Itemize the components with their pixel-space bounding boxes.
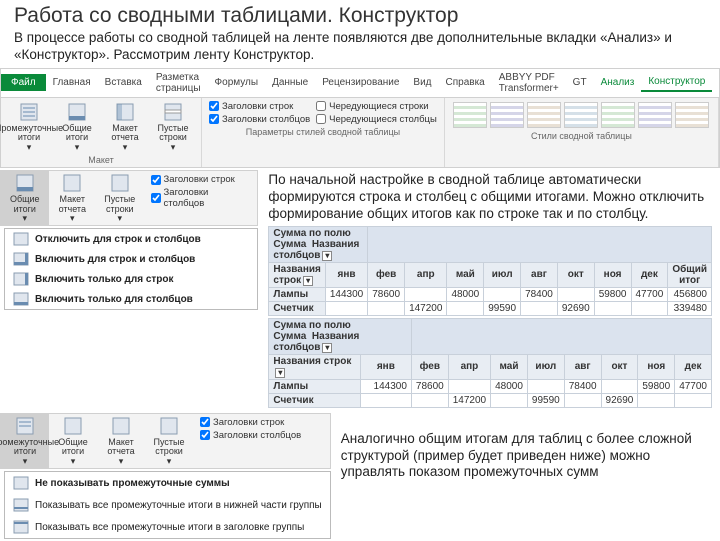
styles-gallery[interactable] xyxy=(451,100,711,130)
table-row: Счетчик1472009959092690 xyxy=(269,393,712,407)
grand-totals-button-mini2[interactable]: Общие итоги▾ xyxy=(49,414,97,468)
mini-ribbon-grand: Общие итоги▾ Макет отчета▾ Пустые строки… xyxy=(0,170,258,226)
style-thumb[interactable] xyxy=(453,102,487,128)
style-thumb[interactable] xyxy=(564,102,598,128)
pivot-table-with-grand: Сумма по полю Сумма Названия столбцов▾ Н… xyxy=(268,226,712,316)
blank-rows-button-mini[interactable]: Пустые строки▾ xyxy=(96,171,144,225)
menu-icon xyxy=(13,252,29,266)
blank-rows-button-mini2[interactable]: Пустые строки▾ xyxy=(145,414,193,468)
menu-icon xyxy=(13,272,29,286)
menu-icon xyxy=(13,498,29,512)
tab-insert[interactable]: Вставка xyxy=(98,74,149,91)
grand-on-both[interactable]: Включить для строк и столбцов xyxy=(5,249,257,269)
group-layout-label: Макет xyxy=(88,154,113,167)
table-row: Лампы1443007860048000784005980047700 xyxy=(269,379,712,393)
tab-analysis[interactable]: Анализ xyxy=(594,74,642,91)
ribbon-tabs: Файл Главная Вставка Разметка страницы Ф… xyxy=(1,69,719,98)
chk-row-headers[interactable]: Заголовки строк xyxy=(206,100,313,113)
blank-rows-icon xyxy=(159,416,179,436)
para-grand-explain: По начальной настройке в сводной таблице… xyxy=(258,170,720,225)
report-layout-button[interactable]: Макет отчета▾ xyxy=(101,100,149,154)
tab-file[interactable]: Файл xyxy=(1,74,46,91)
ribbon-body: Промежуточные итоги▾ Общие итоги▾ Макет … xyxy=(1,98,719,167)
main-ribbon: Файл Главная Вставка Разметка страницы Ф… xyxy=(0,68,720,168)
grand-totals-icon xyxy=(63,416,83,436)
chk-col-headers[interactable]: Заголовки столбцов xyxy=(206,113,313,126)
tab-data[interactable]: Данные xyxy=(265,74,315,91)
style-thumb[interactable] xyxy=(675,102,709,128)
tab-help[interactable]: Справка xyxy=(439,74,492,91)
tab-gt[interactable]: GT xyxy=(566,74,594,91)
tab-design[interactable]: Конструктор xyxy=(641,73,712,92)
style-thumb[interactable] xyxy=(490,102,524,128)
menu-icon xyxy=(13,232,29,246)
pivot-table-no-grand: Сумма по полю Сумма Названия столбцов▾ Н… xyxy=(268,318,712,408)
report-layout-icon xyxy=(62,173,82,193)
report-layout-button-mini2[interactable]: Макет отчета▾ xyxy=(97,414,145,468)
tab-layout[interactable]: Разметка страницы xyxy=(149,69,208,97)
chk-banded-rows[interactable]: Чередующиеся строки xyxy=(313,100,440,113)
tab-abbyy[interactable]: ABBYY PDF Transformer+ xyxy=(492,69,566,97)
grand-off-both[interactable]: Отключить для строк и столбцов xyxy=(5,229,257,249)
grand-rows-only[interactable]: Включить только для строк xyxy=(5,269,257,289)
subtotals-icon xyxy=(19,102,39,122)
grand-totals-icon xyxy=(67,102,87,122)
para-subtotals-explain: Аналогично общим итогам для таблиц с бол… xyxy=(331,413,720,484)
grand-totals-button-mini[interactable]: Общие итоги▾ xyxy=(1,171,49,225)
subtotals-icon xyxy=(15,416,35,436)
subtotals-menu: Не показывать промежуточные суммы Показы… xyxy=(4,471,331,539)
tab-formulas[interactable]: Формулы xyxy=(208,74,266,91)
chk-row-headers-mini[interactable]: Заголовки строк xyxy=(148,173,254,186)
table-row: Счетчик1472009959092690339480 xyxy=(269,301,712,315)
style-thumb[interactable] xyxy=(527,102,561,128)
blank-rows-button[interactable]: Пустые строки▾ xyxy=(149,100,197,154)
sub-bottom[interactable]: Показывать все промежуточные итоги в ниж… xyxy=(5,494,330,516)
menu-icon xyxy=(13,292,29,306)
chk-col-headers-mini2[interactable]: Заголовки столбцов xyxy=(197,429,304,442)
report-layout-button-mini[interactable]: Макет отчета▾ xyxy=(49,171,97,225)
subtotals-button[interactable]: Промежуточные итоги▾ xyxy=(5,100,53,154)
menu-icon xyxy=(13,476,29,490)
style-thumb[interactable] xyxy=(638,102,672,128)
intro-text: В процессе работы со сводной таблицей на… xyxy=(0,30,720,68)
group-style-options: Заголовки строк Заголовки столбцов Черед… xyxy=(202,98,445,167)
blank-rows-icon xyxy=(110,173,130,193)
tab-home[interactable]: Главная xyxy=(46,74,98,91)
grand-totals-button[interactable]: Общие итоги▾ xyxy=(53,100,101,154)
group-layout: Промежуточные итоги▾ Общие итоги▾ Макет … xyxy=(1,98,202,167)
group-styles-label: Стили сводной таблицы xyxy=(531,130,632,143)
mini-ribbon-subtotals: Промежуточные итоги▾ Общие итоги▾ Макет … xyxy=(0,413,331,469)
grand-totals-menu: Отключить для строк и столбцов Включить … xyxy=(4,228,258,310)
menu-icon xyxy=(13,520,29,534)
tab-review[interactable]: Рецензирование xyxy=(315,74,406,91)
tab-view[interactable]: Вид xyxy=(406,74,438,91)
table-row: Лампы14430078600480007840059800477004568… xyxy=(269,287,712,301)
group-styles: Стили сводной таблицы xyxy=(445,98,719,167)
group-style-options-label: Параметры стилей сводной таблицы xyxy=(246,126,400,139)
grand-totals-icon xyxy=(15,173,35,193)
chk-col-headers-mini[interactable]: Заголовки столбцов xyxy=(148,186,254,210)
sub-top[interactable]: Показывать все промежуточные итоги в заг… xyxy=(5,516,330,538)
blank-rows-icon xyxy=(163,102,183,122)
report-layout-icon xyxy=(115,102,135,122)
slide-title: Работа со сводными таблицами. Конструкто… xyxy=(0,0,720,30)
sub-none[interactable]: Не показывать промежуточные суммы xyxy=(5,472,330,494)
grand-cols-only[interactable]: Включить только для столбцов xyxy=(5,289,257,309)
search-box[interactable]: Поиск xyxy=(712,77,720,88)
style-thumb[interactable] xyxy=(601,102,635,128)
subtotals-button-mini[interactable]: Промежуточные итоги▾ xyxy=(1,414,49,468)
chk-row-headers-mini2[interactable]: Заголовки строк xyxy=(197,416,304,429)
chk-banded-cols[interactable]: Чередующиеся столбцы xyxy=(313,113,440,126)
report-layout-icon xyxy=(111,416,131,436)
